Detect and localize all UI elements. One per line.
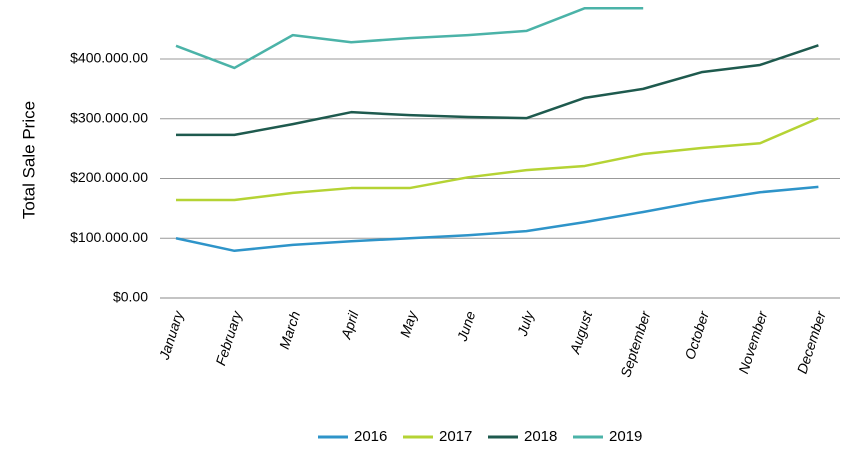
x-tick-label: December	[794, 308, 830, 376]
legend-label: 2016	[354, 428, 387, 445]
series-line	[176, 44, 819, 137]
legend-label: 2018	[524, 428, 557, 445]
y-tick-label: $100.000.00	[70, 229, 148, 245]
series-line	[175, 185, 819, 253]
x-tick-label: April	[337, 308, 361, 341]
y-axis-label: Total Sale Price	[19, 101, 38, 219]
x-tick-label: October	[681, 308, 712, 362]
x-tick-label: January	[155, 308, 186, 362]
x-tick-label: September	[617, 308, 654, 379]
legend-label: 2017	[439, 428, 472, 445]
x-tick-label: February	[212, 308, 245, 367]
y-tick-label: $200.000.00	[70, 169, 148, 185]
y-tick-label: $0.00	[113, 289, 148, 305]
x-tick-label: August	[566, 308, 595, 356]
x-tick-label: July	[514, 308, 538, 339]
x-tick-label: June	[453, 309, 478, 344]
y-tick-label: $400.000.00	[70, 50, 148, 66]
x-tick-label: March	[276, 309, 303, 351]
x-tick-label: November	[735, 308, 771, 376]
x-tick-label: May	[397, 308, 421, 339]
series-line	[175, 6, 644, 70]
legend-label: 2019	[609, 428, 642, 445]
y-tick-label: $300.000.00	[70, 109, 148, 125]
series-line	[176, 117, 819, 202]
